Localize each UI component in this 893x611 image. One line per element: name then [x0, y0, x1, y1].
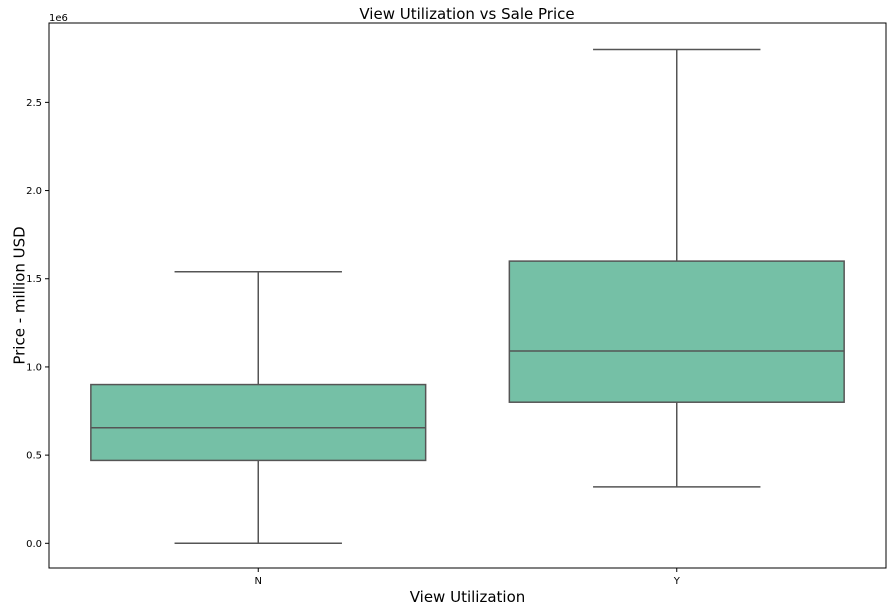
chart-title: View Utilization vs Sale Price [359, 5, 574, 23]
x-tick-label: Y [673, 576, 681, 587]
box-n [90, 270, 427, 545]
x-axis-label: View Utilization [410, 588, 526, 606]
y-axis-offset-label: 1e6 [49, 13, 68, 24]
x-tick-label: N [255, 576, 262, 587]
y-tick-label: 0.0 [26, 539, 42, 550]
box-body [90, 383, 427, 462]
y-axis: 0.0 0.5 1.0 1.5 2.0 2.5 [26, 98, 49, 550]
plot-frame [48, 22, 887, 569]
y-axis-label: Price - million USD [10, 226, 28, 364]
y-tick-label: 1.0 [26, 362, 42, 373]
box-y [508, 48, 845, 488]
box-group [90, 48, 845, 545]
y-tick-label: 0.5 [26, 451, 42, 462]
y-tick-label: 1.5 [26, 274, 42, 285]
box-body [508, 260, 845, 403]
y-tick-label: 2.5 [26, 98, 42, 109]
y-tick-label: 2.0 [26, 186, 42, 197]
